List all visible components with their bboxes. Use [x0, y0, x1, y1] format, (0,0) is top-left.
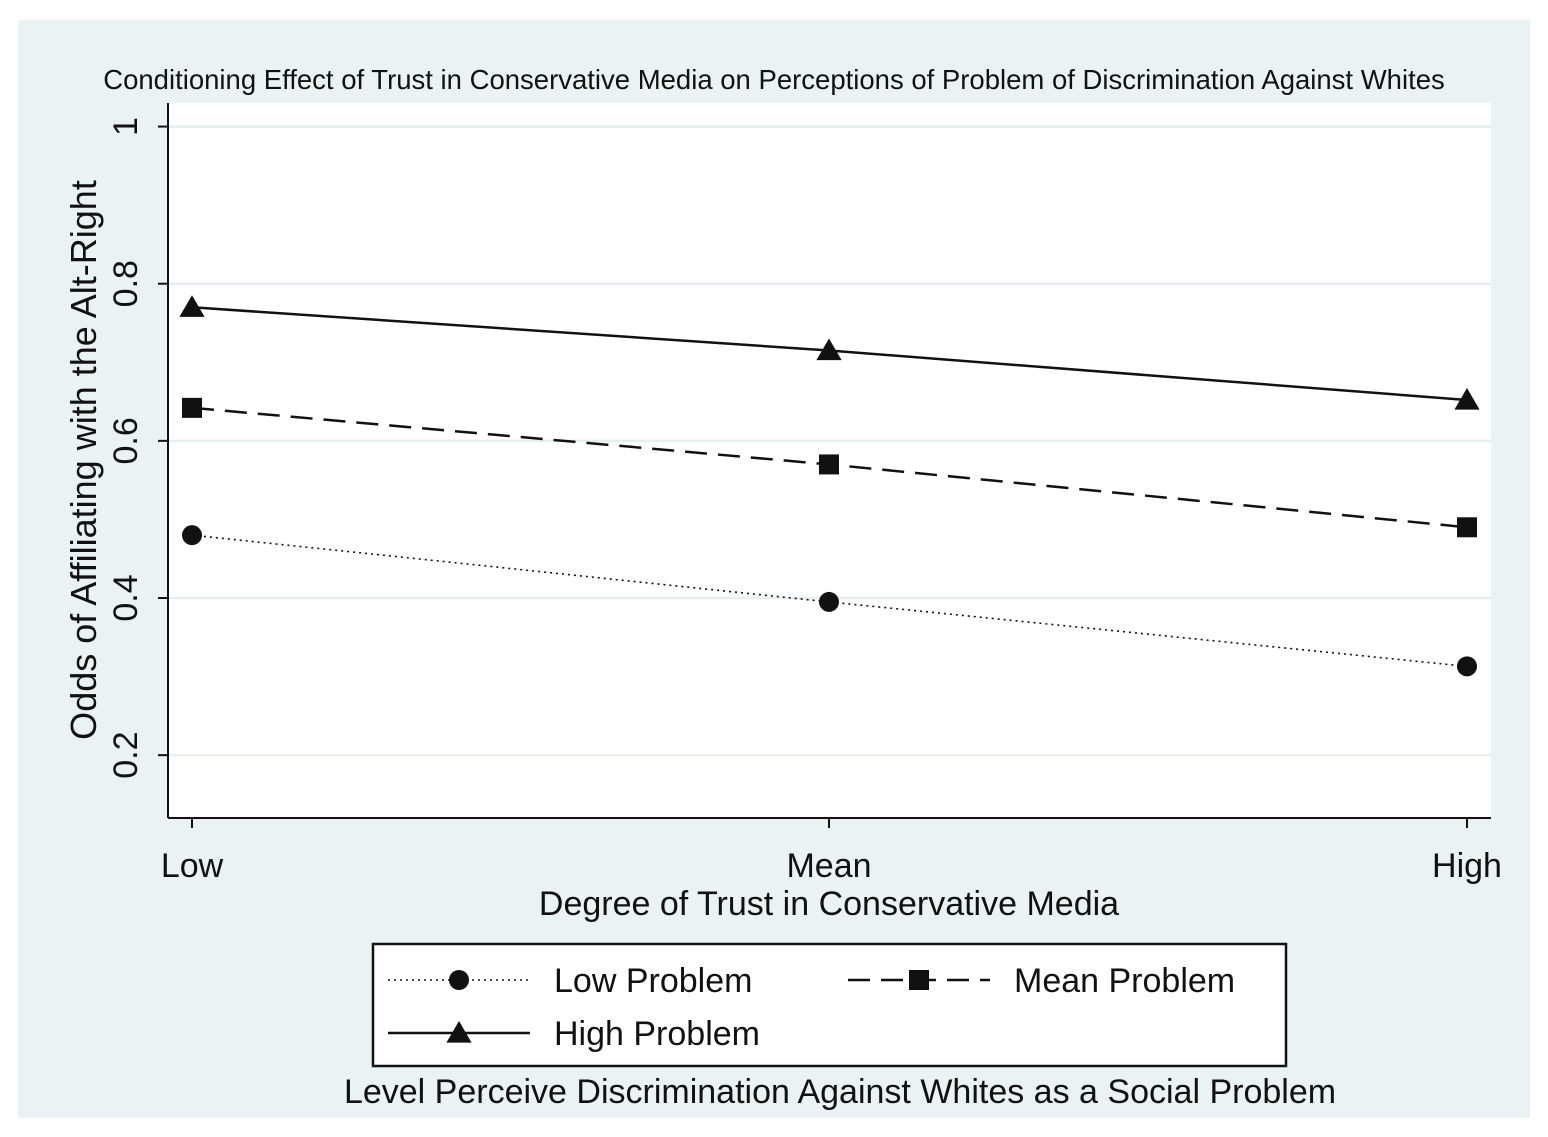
legend-marker-mean-problem	[909, 970, 929, 990]
data-point-high-problem	[816, 338, 842, 361]
legend-marker-low-problem	[449, 970, 469, 990]
data-point-low-problem	[819, 591, 839, 612]
data-point-high-problem	[179, 295, 205, 317]
data-point-low-problem	[1457, 656, 1477, 677]
data-point-high-problem	[1454, 388, 1480, 410]
data-point-mean-problem	[1457, 517, 1477, 538]
y-tick-label: 0.4	[107, 574, 145, 621]
legend-label-low-problem: Low Problem	[554, 962, 752, 1000]
legend-box	[371, 942, 1288, 1068]
data-point-low-problem	[182, 525, 202, 546]
y-axis-label: Odds of Affiliating with the Alt-Right	[63, 180, 104, 740]
x-tick-label: Low	[161, 847, 224, 885]
y-tick-label: 0.6	[107, 417, 145, 464]
x-tick-label: High	[1432, 847, 1502, 885]
data-point-mean-problem	[819, 454, 839, 475]
axes: 0.2 0.4 0.6 0.8 1 Low Mean High	[107, 103, 1502, 885]
y-tick-label: 0.2	[107, 732, 145, 779]
x-axis-label: Degree of Trust in Conservative Media	[539, 885, 1119, 923]
x-tick-label: Mean	[786, 847, 871, 885]
grid-lines	[168, 125, 1491, 757]
legend-marker-high-problem	[446, 1021, 472, 1043]
legend-label-high-problem: High Problem	[554, 1015, 760, 1053]
series-markers	[179, 295, 1480, 677]
legend: Low Problem Mean Problem High Problem	[371, 942, 1288, 1068]
y-tick-label: 0.8	[107, 260, 145, 307]
chart-title: Conditioning Effect of Trust in Conserva…	[103, 64, 1445, 95]
y-tick-label: 1	[107, 117, 145, 136]
legend-label-mean-problem: Mean Problem	[1014, 962, 1235, 1000]
data-point-mean-problem	[182, 397, 202, 418]
legend-title: Level Perceive Discrimination Against Wh…	[344, 1073, 1336, 1111]
